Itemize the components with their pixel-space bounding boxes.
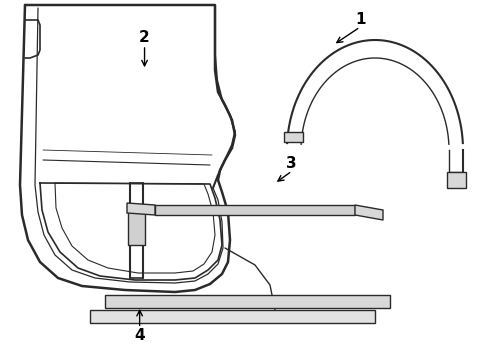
Text: 1: 1 (355, 12, 366, 27)
Polygon shape (128, 205, 145, 245)
Polygon shape (155, 205, 355, 215)
Polygon shape (355, 205, 383, 220)
Text: 3: 3 (286, 156, 297, 171)
Polygon shape (90, 310, 375, 323)
Polygon shape (447, 172, 466, 188)
Polygon shape (105, 295, 390, 308)
Polygon shape (284, 132, 303, 142)
Text: 4: 4 (134, 328, 145, 343)
Polygon shape (127, 203, 155, 215)
Text: 2: 2 (139, 30, 150, 45)
